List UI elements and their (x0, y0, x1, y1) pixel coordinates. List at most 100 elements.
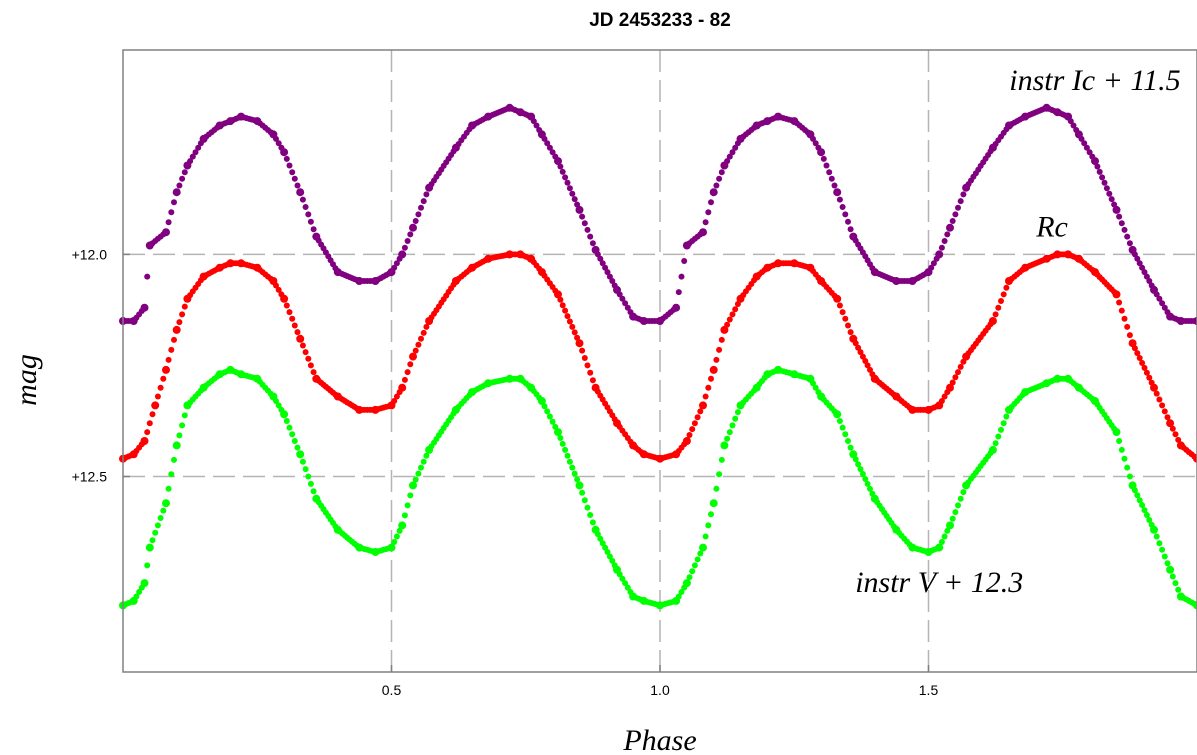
data-point (1175, 586, 1182, 593)
data-point (699, 543, 707, 552)
data-point (251, 117, 258, 124)
data-point (128, 452, 135, 459)
data-point (890, 523, 897, 530)
data-point (599, 260, 606, 267)
data-point (960, 489, 967, 496)
data-point (847, 329, 854, 336)
data-point (864, 362, 871, 369)
data-point (353, 542, 360, 549)
data-point (949, 515, 956, 522)
data-point (1134, 350, 1141, 357)
data-point (941, 238, 948, 244)
data-point (235, 114, 242, 121)
data-point (224, 261, 231, 268)
data-point (564, 179, 571, 186)
data-point (172, 188, 181, 197)
data-point (168, 209, 175, 216)
data-point (1051, 376, 1058, 383)
data-point (307, 218, 314, 225)
data-point (1139, 502, 1146, 509)
data-point (839, 309, 846, 316)
data-point (616, 291, 623, 298)
data-point (407, 231, 414, 238)
data-point (1191, 453, 1197, 460)
grid-lines (123, 50, 1197, 672)
data-point (1003, 413, 1010, 420)
data-point (1073, 127, 1080, 133)
data-point (162, 365, 170, 374)
data-point (606, 273, 613, 280)
data-point (530, 118, 537, 125)
data-point (415, 470, 422, 477)
data-point (412, 476, 419, 483)
data-point (296, 334, 305, 343)
data-point (761, 266, 768, 273)
data-point (955, 369, 961, 376)
data-point (587, 369, 594, 376)
data-point (855, 461, 862, 468)
data-point (1169, 573, 1176, 580)
data-point (305, 355, 312, 362)
data-point (332, 265, 339, 272)
data-point (815, 144, 822, 151)
data-point (609, 557, 616, 564)
data-point (1116, 213, 1123, 220)
data-point (708, 511, 714, 518)
data-point (689, 426, 696, 433)
data-point (995, 304, 1002, 311)
data-point (852, 340, 859, 347)
data-point (283, 302, 290, 309)
data-point (544, 408, 551, 415)
data-point (859, 471, 866, 477)
data-point (171, 199, 177, 206)
data-point (273, 398, 279, 404)
data-point (409, 223, 417, 232)
data-point (1146, 278, 1153, 284)
data-point (952, 211, 959, 218)
data-point (1099, 174, 1106, 181)
data-point (267, 129, 274, 136)
data-point (1169, 425, 1176, 432)
data-point (938, 539, 945, 545)
data-point (569, 323, 576, 330)
data-point (466, 126, 473, 133)
data-point (675, 289, 682, 296)
data-point (732, 144, 739, 151)
data-point (828, 175, 835, 182)
data-point (302, 204, 309, 210)
data-point (291, 175, 298, 182)
data-point (1146, 374, 1153, 381)
data-point (949, 379, 956, 386)
data-point (812, 384, 819, 391)
data-point (369, 406, 376, 413)
data-point (571, 470, 578, 477)
data-point (772, 368, 779, 374)
data-point (638, 449, 645, 456)
data-point (1003, 126, 1010, 133)
data-point (720, 441, 729, 450)
data-point (1161, 553, 1168, 560)
data-point (606, 553, 613, 560)
data-point (1175, 316, 1182, 323)
data-point (584, 504, 591, 511)
data-point (810, 135, 816, 142)
data-point (815, 274, 822, 281)
data-point (842, 431, 849, 438)
data-point (928, 264, 935, 271)
data-point (525, 382, 532, 389)
data-point (862, 476, 869, 482)
data-point (670, 306, 677, 313)
data-point (369, 548, 376, 555)
data-point (1139, 264, 1146, 271)
data-point (589, 377, 596, 384)
data-point (1156, 295, 1163, 302)
data-point (604, 269, 611, 276)
data-point (627, 438, 634, 445)
data-point (702, 393, 709, 400)
data-point (702, 219, 709, 226)
data-point (1121, 315, 1128, 322)
data-point (554, 428, 562, 437)
data-point (160, 375, 167, 382)
data-point (611, 562, 618, 569)
data-point (569, 190, 576, 197)
